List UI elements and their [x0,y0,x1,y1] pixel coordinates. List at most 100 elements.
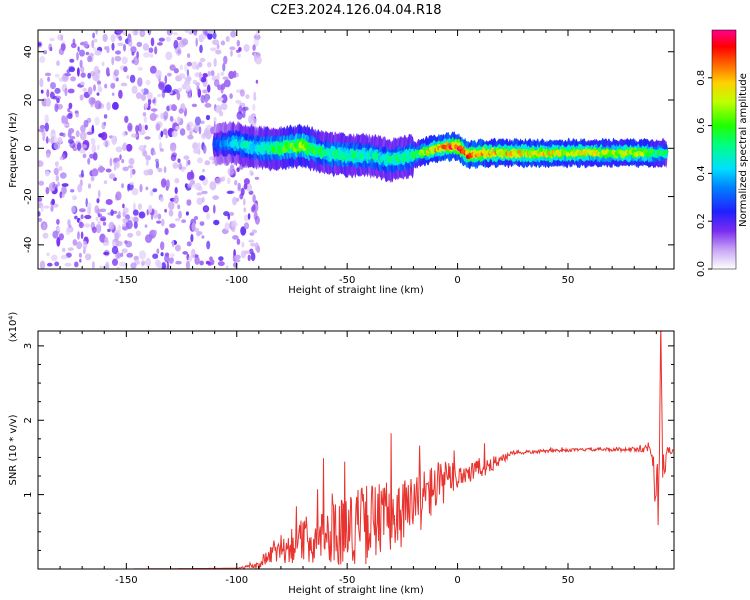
spectrogram-noise-blob [158,81,165,90]
spectrogram-noise-blob [107,228,111,233]
spectrogram-noise-blob [220,71,225,76]
spectrogram-noise-blob [242,112,246,119]
spectrogram-noise-blob [121,159,125,164]
spectrogram-noise-blob [123,66,128,73]
spectrogram-noise-blob [143,150,148,157]
spectrogram-noise-blob [67,113,73,119]
spectrogram-noise-blob [178,73,186,79]
spectrogram-noise-blob [114,55,122,62]
spectrogram-noise-blob [54,73,60,78]
spectrogram-noise-blob [203,206,209,211]
spectrogram-noise-blob [127,122,133,132]
spectrogram-noise-blob [142,43,149,51]
spectrogram-noise-blob [144,224,148,228]
spectrogram-noise-blob [120,82,128,87]
spectrogram-noise-blob [195,64,200,70]
spectrogram-noise-blob [211,75,216,81]
spectrogram-noise-blob [234,254,241,260]
spectrogram-noise-blob [213,204,216,214]
spectrogram-noise-blob [122,131,126,137]
spectrogram-noise-blob [106,45,110,54]
spectrogram-noise-blob [123,44,126,52]
spectrogram-noise-blob [149,190,154,197]
spectrogram-noise-blob [104,83,108,89]
spectrogram-noise-blob [80,124,86,133]
spectrogram-noise-blob [87,202,92,211]
spectrogram-noise-blob [79,49,85,57]
spectrogram-noise-blob [216,97,224,102]
spectrogram-noise-blob [187,134,194,140]
spectrogram-noise-blob [227,167,235,176]
spectrogram-noise-blob [169,257,174,263]
spectrogram-noise-blob [143,52,151,58]
spectrogram-noise-blob [243,250,250,255]
spectrogram-noise-blob [139,30,146,38]
spectrogram-noise-blob [97,189,101,199]
spectrogram-frame [37,29,675,270]
spectrogram-noise-blob [110,82,116,89]
spectrogram-noise-blob [236,167,240,173]
spectrogram-noise-blob [111,246,119,255]
spectrogram-noise-blob [64,87,68,97]
spectrogram-noise-blob [178,108,184,114]
spectrogram-noise-blob [243,44,250,52]
spectrogram-noise-blob [91,39,95,49]
spectrogram-noise-blob [61,185,67,195]
spectrogram-noise-blob [43,205,50,209]
spectrogram-noise-blob [167,72,172,77]
spectrogram-noise-blob [251,229,258,234]
spectrogram-noise-blob [144,136,151,140]
spectrogram-noise-blob [243,198,246,206]
spectrogram-noise-blob [53,167,59,176]
spectrogram-noise-blob [90,137,96,145]
spectrogram-noise-blob [112,258,118,266]
spectrogram-noise-blob [79,208,86,213]
spectrogram-noise-blob [179,128,186,136]
spectrogram-noise-blob [236,238,241,245]
spectrogram-noise-blob [58,233,64,241]
spectrogram-noise-blob [83,40,89,48]
spectrogram-noise-blob [96,144,100,151]
spectrogram-noise-blob [197,231,203,236]
spectrogram-noise-blob [131,85,138,95]
spectrogram-noise-blob [236,39,240,47]
spectrogram-noise-blob [199,44,203,54]
spectrogram-noise-blob [146,92,153,100]
spectrogram-noise-blob [196,197,204,205]
spectrogram-noise-blob [118,261,126,267]
spectrogram-noise-blob [164,84,172,93]
spectrogram-noise-blob [109,157,113,167]
spectrogram-noise-blob [200,76,207,83]
spectrogram-noise-blob [153,151,156,155]
spectrogram-noise-blob [156,220,162,224]
y-tick-label: -40 [23,237,34,253]
spectrogram-noise-blob [249,232,255,236]
spectrogram-noise-blob [79,131,87,141]
colorbar-ticks: 0.0 0.2 0.4 0.6 0.8 [696,70,712,277]
spectrogram-noise-blob [141,260,146,266]
spectrogram-noise-blob [58,166,63,172]
spectrogram-noise-blob [221,94,228,104]
spectrogram-noise-blob [59,191,63,199]
spectrogram-noise-blob [127,165,134,169]
snr-frame [37,330,675,570]
spectrogram-noise-blob [82,240,88,250]
spectrogram-noise-blob [111,135,118,145]
spectrogram-noise-blob [52,183,58,189]
spectrogram-noise-blob [121,183,124,189]
spectrogram-noise-blob [54,261,60,267]
spectrogram-noise-blob [39,77,44,88]
spectrogram-noise-blob [210,70,215,77]
spectrogram-noise-blob [142,124,145,133]
spectrogram-noise-blob [152,188,158,193]
spectrogram-noise-blob [172,32,178,36]
spectrogram-noise-blob [125,220,133,230]
spectrogram-noise-blob [110,34,116,43]
spectrogram-noise-blob [224,222,230,231]
spectrogram-noise-blob [235,100,242,104]
spectrogram-noise-blob [105,261,110,269]
spectrogram-noise-blob [145,79,151,86]
spectrogram-noise-blob [197,186,203,192]
y-tick-label: 40 [23,45,34,58]
x-tick-label: -100 [225,275,248,286]
